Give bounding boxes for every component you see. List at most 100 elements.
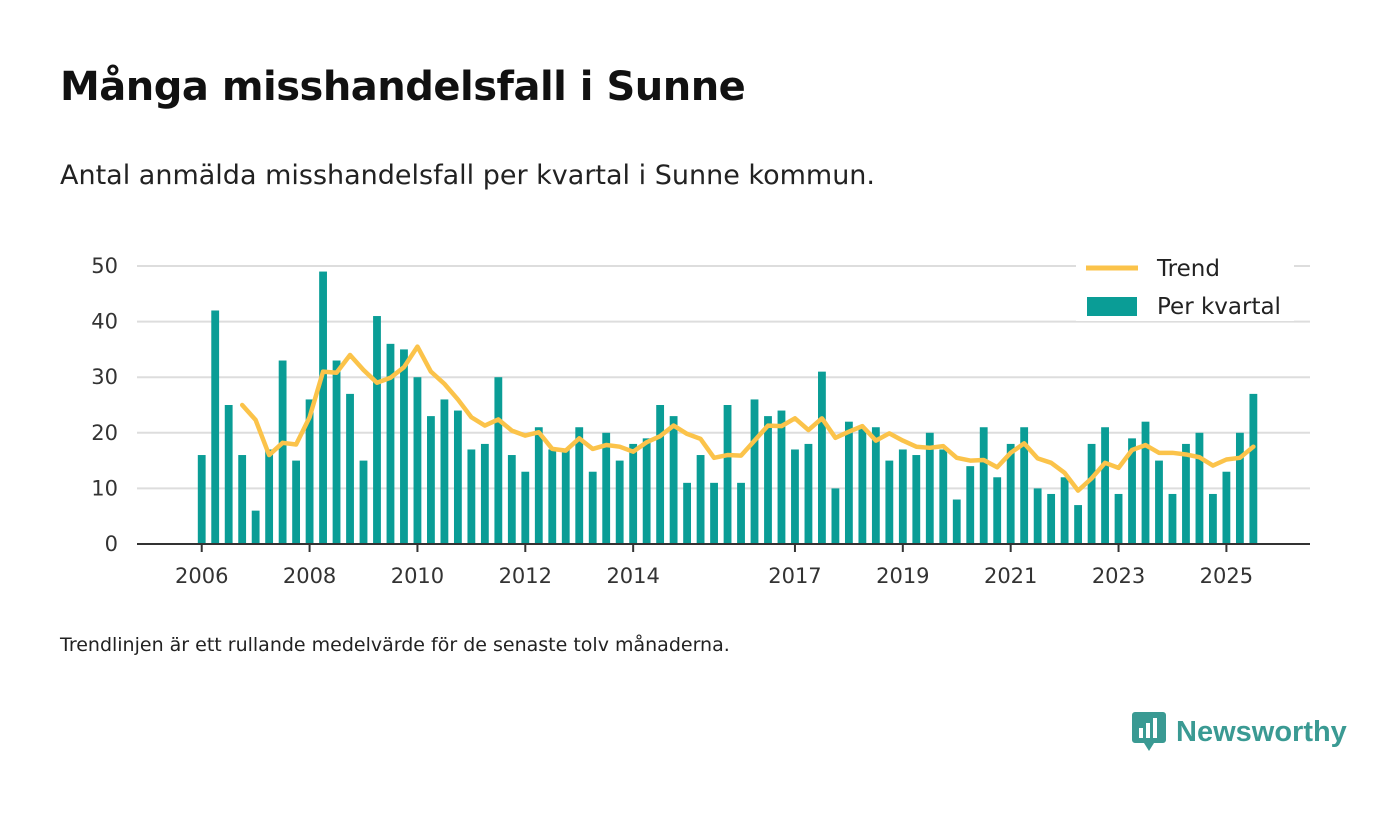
bar: [346, 393, 354, 544]
bar: [507, 455, 516, 544]
bar: [804, 443, 813, 544]
bar: [791, 449, 799, 544]
bar: [1006, 443, 1015, 544]
bar: [844, 421, 853, 544]
x-tick-label: 2006: [175, 564, 228, 588]
bar: [467, 449, 476, 544]
bar: [885, 460, 894, 544]
bar: [1168, 493, 1177, 544]
y-tick-label: 40: [91, 310, 118, 334]
bar: [1195, 432, 1204, 544]
y-tick-label: 50: [91, 254, 118, 278]
trend-line: [239, 344, 1256, 493]
bar: [925, 432, 934, 544]
bar: [669, 416, 678, 544]
bar: [602, 432, 611, 544]
bar: [197, 455, 206, 544]
y-tick-label: 10: [91, 476, 118, 500]
x-tick-label: 2010: [391, 564, 444, 588]
bar: [831, 488, 840, 544]
x-tick-label: 2008: [283, 564, 336, 588]
bar: [211, 310, 220, 544]
bar: [871, 427, 880, 544]
bar: [939, 449, 948, 544]
bar: [1074, 505, 1083, 544]
chart-title: Många misshandelsfall i Sunne: [60, 64, 746, 110]
chart-footnote: Trendlinjen är ett rullande medelvärde f…: [60, 634, 730, 656]
bar: [1087, 443, 1096, 544]
bar: [561, 449, 570, 544]
bar: [575, 427, 584, 544]
x-tick-label: 2017: [768, 564, 821, 588]
bar: [1249, 393, 1258, 544]
axes: 0 10 20 30 40 50 2006 2008 2010 2012 2014 2017 2019 2…: [91, 254, 1310, 588]
bar: [224, 405, 233, 544]
bar: [1128, 438, 1136, 544]
bar: [764, 416, 772, 544]
bar: [979, 427, 988, 544]
bar: [1222, 471, 1231, 544]
bar: [359, 460, 368, 544]
y-tick-label: 0: [105, 532, 118, 556]
bar: [912, 455, 921, 544]
bar: [966, 466, 975, 544]
bar: [386, 343, 395, 544]
bar: [1209, 493, 1217, 544]
x-tick-label: 2012: [499, 564, 552, 588]
bar: [373, 316, 381, 544]
bar: [898, 449, 907, 544]
bar: [818, 371, 826, 544]
legend-bar-swatch: [1087, 297, 1137, 316]
bar: [710, 482, 718, 544]
bar: [683, 482, 692, 544]
bar: [1060, 477, 1069, 544]
bar: [1020, 427, 1029, 544]
bar: [952, 499, 961, 544]
bar: [1141, 421, 1150, 544]
bar: [615, 460, 624, 544]
bar: [480, 443, 489, 544]
bar: [427, 416, 435, 544]
bar-series: [197, 271, 1258, 544]
bar: [534, 427, 543, 544]
bar: [1033, 488, 1042, 544]
bar: [413, 377, 422, 544]
bar: [494, 377, 503, 544]
bar: [332, 360, 341, 544]
x-tick-label: 2025: [1200, 564, 1253, 588]
x-tick-label: 2019: [876, 564, 929, 588]
bar: [1047, 493, 1056, 544]
bar: [1114, 493, 1123, 544]
bar: [858, 427, 867, 544]
brand-name: Newsworthy: [1176, 715, 1347, 748]
bar: [750, 399, 759, 544]
y-tick-label: 20: [91, 421, 118, 445]
bar: [400, 349, 408, 544]
bar: [278, 360, 287, 544]
x-tick-label: 2014: [606, 564, 659, 588]
bar: [777, 410, 786, 544]
trend-series: [239, 344, 1256, 493]
bar: [723, 405, 732, 544]
bar: [656, 405, 665, 544]
bar: [238, 455, 247, 544]
bar: [521, 471, 530, 544]
bar: [440, 399, 449, 544]
bar: [453, 410, 462, 544]
bar: [696, 455, 705, 544]
bar: [1155, 460, 1163, 544]
legend-trend-label: Trend: [1156, 256, 1220, 282]
y-tick-label: 30: [91, 365, 118, 389]
newsworthy-icon: [1132, 712, 1166, 751]
bar: [319, 271, 327, 544]
x-tick-label: 2021: [984, 564, 1037, 588]
bar: [588, 471, 597, 544]
bar: [292, 460, 301, 544]
chart-subtitle: Antal anmälda misshandelsfall per kvarta…: [60, 160, 875, 191]
bar: [1235, 432, 1244, 544]
legend-bar-label: Per kvartal: [1157, 294, 1281, 320]
bar: [629, 443, 638, 544]
bar: [1101, 427, 1109, 544]
bar: [737, 482, 745, 544]
